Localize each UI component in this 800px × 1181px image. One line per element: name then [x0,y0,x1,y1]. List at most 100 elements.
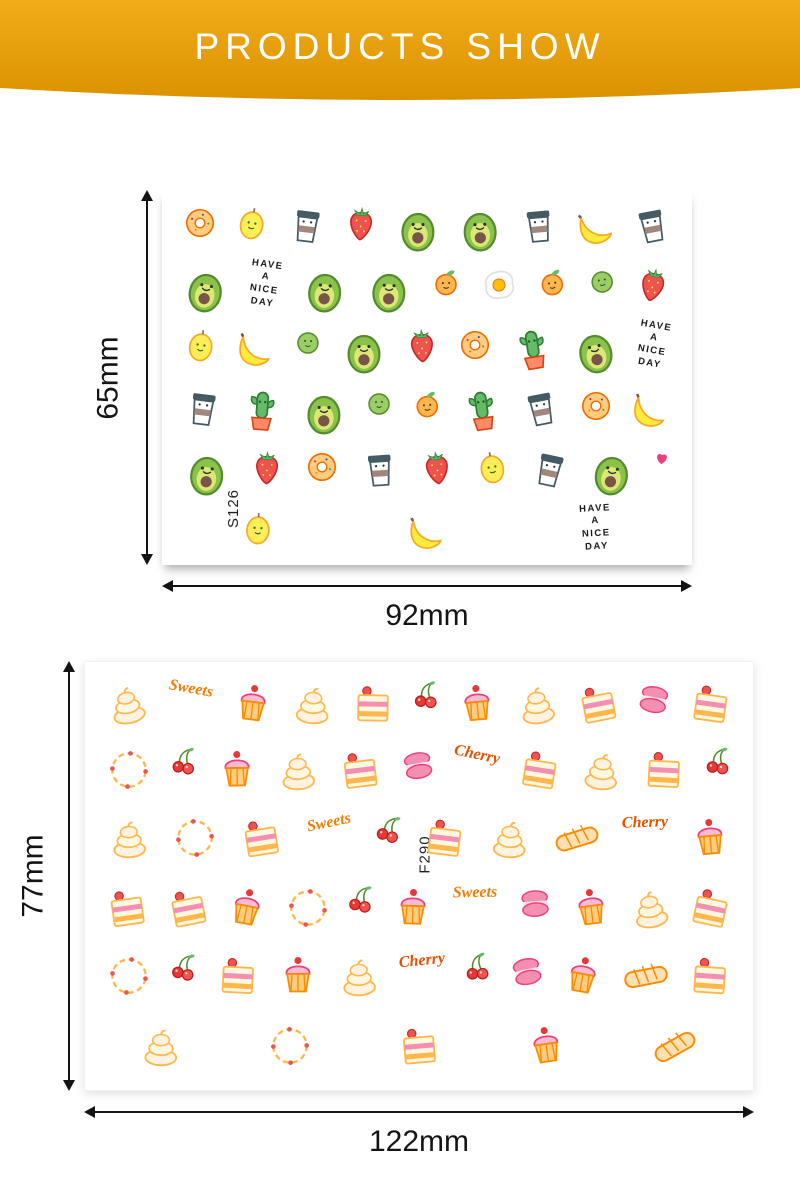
strawberry-sticker [411,441,462,492]
pastry-sticker [546,808,607,869]
coffee-sticker [175,380,231,436]
sweets-script-text: Sweets [453,883,498,902]
cake-sticker [329,738,391,800]
lime-sticker [287,321,329,363]
cake-sticker [679,671,742,734]
orange-sticker [425,261,468,304]
have-a-nice-day-text: HAVE A NICE DAY [579,501,612,552]
avocado-sticker [336,322,392,378]
cake-sticker [680,945,740,1005]
wreath-sticker [275,875,341,941]
arrow-left-icon [84,1106,95,1118]
cupcake-sticker [210,741,265,796]
cherry-sticker [365,806,411,852]
cupcake-sticker [560,876,620,936]
macaron-sticker [509,877,560,928]
macaron-sticker [626,671,682,727]
strawberry-sticker [243,443,291,491]
products-show-banner: PRODUCTS SHOW [0,0,800,112]
cake-sticker [677,874,743,940]
strawberry-sticker [626,257,681,312]
macaron-sticker [498,943,555,1000]
have-a-nice-day-text: HAVE A NICE DAY [249,257,285,310]
cupcake-sticker [680,807,739,866]
cherry-script-text: Cherry [452,741,502,768]
coffee-sticker [512,379,571,438]
wreath-sticker [98,739,161,802]
cupcake-sticker [271,947,325,1001]
donut-sticker [569,379,623,433]
arrow-left-icon [162,580,173,592]
height-dimension-label-1: 65mm [92,335,126,420]
width-dimension-label-2: 122mm [368,1125,470,1158]
swirl-sticker [618,875,683,940]
sweets-script-text: Sweets [167,676,215,701]
cherry-sticker [405,674,446,715]
donut-sticker [173,196,228,251]
avocado-sticker [562,317,628,383]
avocado-sticker [580,440,644,504]
arrow-right-icon [681,580,692,592]
width-dimension-line-2 [84,1101,754,1123]
macaron-sticker [390,737,446,793]
cake-sticker [565,670,631,736]
swirl-sticker [571,738,633,800]
arrow-up-icon [63,661,75,672]
cherry-sticker [163,740,204,781]
donut-sticker [450,320,501,371]
swirl-sticker [330,946,389,1005]
avocado-sticker [451,199,509,257]
cake-sticker [208,946,267,1005]
coffee-sticker [520,439,579,498]
pastry-sticker [640,1012,710,1082]
cherry-script-text: Cherry [621,813,669,832]
egg-sticker [474,260,525,311]
height-dimension-line-1 [132,190,162,565]
have-a-nice-day-text: HAVE A NICE DAY [637,317,674,371]
height-dimension-label-2: 77mm [17,834,51,918]
cupcake-sticker [385,878,441,934]
sticker-sheet-s126: S126 HAVE A NICE DAY HAVE A NICE DAY HAVE A NICE DA… [162,190,692,565]
pastry-sticker [613,944,680,1011]
wreath-sticker [96,943,162,1009]
sticker-sheet-f290: F290 Sweets Cherry Sweets Cherry Sweets Cherr… [84,661,754,1091]
cactus-sticker [233,381,291,439]
cherry-sticker [340,877,383,920]
wreath-sticker [163,806,227,870]
orange-sticker [529,259,576,306]
cake-sticker [229,805,293,869]
cherry-sticker [162,945,206,989]
swirl-sticker [283,673,343,733]
cupcake-sticker [216,874,279,937]
cake-sticker [414,806,476,868]
swirl-sticker [100,808,159,867]
arrow-down-icon [141,554,153,565]
product-section-2: 77mm F290 Sweets Cherry Sweets Cherry Sweets… [0,661,800,1159]
avocado-sticker [295,382,352,439]
cupcake-sticker [223,672,283,732]
cherry-sticker [698,741,738,781]
strawberry-sticker [398,321,446,369]
lemon-sticker [174,319,227,372]
heart-sticker [648,442,677,471]
lime-sticker [578,258,624,304]
height-dimension-line-2 [54,661,84,1091]
product-section-1: 65mm S126 HAVE A NICE DAY HAVE A NICE DAY HAVE A N… [0,190,800,633]
cupcake-sticker [516,1014,577,1075]
arrow-right-icon [743,1106,754,1118]
swirl-sticker [480,807,540,867]
cake-sticker [345,675,402,732]
coffee-sticker [623,196,682,255]
cherry-sticker [454,944,500,990]
avocado-sticker [294,259,355,320]
swirl-sticker [268,739,328,799]
swirl-sticker [505,671,568,734]
arrow-down-icon [63,1080,75,1091]
coffee-sticker [512,198,566,252]
coffee-sticker [353,442,406,495]
width-dimension-line-1 [162,575,692,597]
lemon-sticker [233,503,281,551]
lemon-sticker [466,440,519,493]
cactus-sticker [452,379,513,440]
